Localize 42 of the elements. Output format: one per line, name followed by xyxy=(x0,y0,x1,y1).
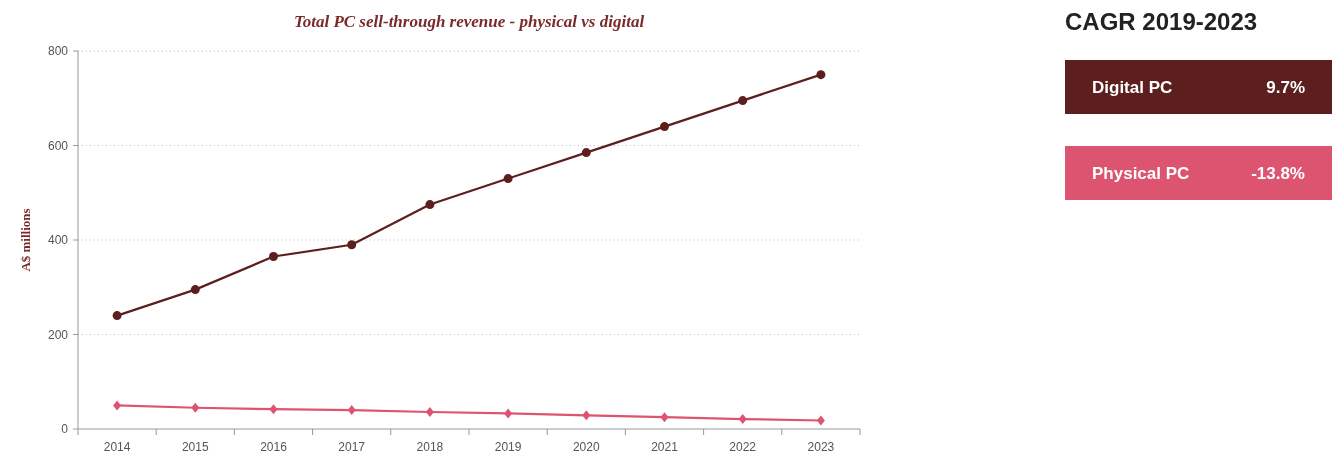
text: CAGR 2019-2023 xyxy=(1065,8,1258,35)
point xyxy=(425,200,435,210)
text: 9.7% xyxy=(1266,78,1305,97)
x-tick-label: 2021 xyxy=(651,440,679,454)
y-tick-label: 600 xyxy=(47,138,69,153)
point xyxy=(190,285,200,295)
x-tick-label: 2020 xyxy=(572,440,600,454)
point xyxy=(347,240,357,250)
x-tick-label: 2019 xyxy=(494,440,522,454)
point xyxy=(816,415,825,426)
x-tick-label: 2014 xyxy=(103,440,131,454)
x-tick-label: 2017 xyxy=(338,440,366,454)
y-tick-label: 0 xyxy=(61,422,69,436)
x-tick-label: 2018 xyxy=(416,440,444,454)
point xyxy=(112,311,122,321)
text: -13.8% xyxy=(1251,164,1305,183)
point xyxy=(660,412,669,423)
point xyxy=(503,174,513,184)
x-tick-label: 2023 xyxy=(807,440,835,454)
x-tick-label: 2022 xyxy=(729,440,757,454)
point xyxy=(347,405,356,416)
point xyxy=(191,402,200,413)
point xyxy=(660,122,669,132)
point xyxy=(582,410,591,421)
x-tick-label: 2015 xyxy=(181,440,209,454)
point xyxy=(269,404,278,415)
point xyxy=(504,408,513,419)
point xyxy=(738,414,747,425)
point xyxy=(113,400,122,411)
point xyxy=(269,252,278,262)
y-tick-label: 400 xyxy=(47,233,69,247)
y-tick-label: 800 xyxy=(47,44,69,58)
y-axis-title: A$ millions xyxy=(18,208,33,272)
point xyxy=(425,406,434,417)
x-tick-label: 2016 xyxy=(260,440,288,454)
y-tick-label: 200 xyxy=(47,327,69,342)
category-label: Digital PC xyxy=(1092,78,1173,97)
category-label: Physical PC xyxy=(1092,164,1190,183)
point xyxy=(581,148,591,158)
chart-title: Total PC sell-through revenue - physical vs digital xyxy=(293,12,645,31)
point xyxy=(738,96,748,106)
point xyxy=(816,70,826,80)
